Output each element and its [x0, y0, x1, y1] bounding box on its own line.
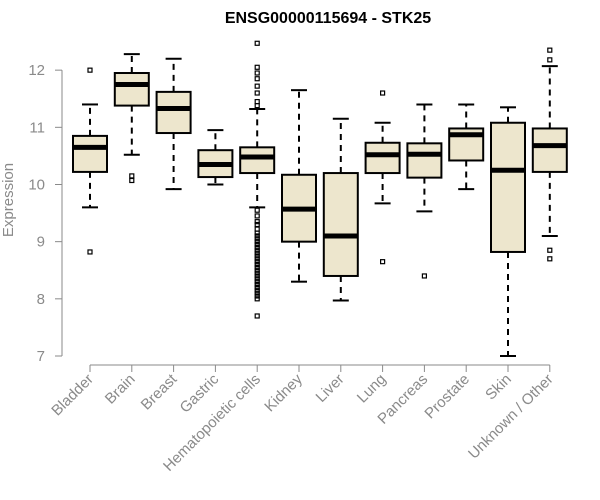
plot-area [72, 40, 568, 357]
outlier-point [254, 290, 260, 296]
outlier-point [254, 256, 260, 262]
outlier-point [254, 219, 260, 225]
outlier-point [254, 40, 260, 46]
outlier-point [254, 64, 260, 70]
outlier-point [421, 273, 427, 279]
outlier-point [254, 76, 260, 82]
x-tick-label: Breast [138, 370, 181, 413]
x-tick-label: Kidney [261, 370, 306, 415]
box-brain [113, 53, 150, 184]
x-tick-label: Prostate [421, 371, 473, 423]
y-tick-label: 11 [29, 119, 45, 136]
iqr-box [531, 127, 568, 173]
iqr-box [322, 172, 359, 277]
x-tick-label: Liver [313, 371, 348, 406]
outlier-point [254, 239, 260, 245]
y-tick-label: 9 [37, 234, 45, 251]
outlier-point [254, 284, 260, 290]
outlier-point [254, 313, 260, 319]
outlier-point [254, 70, 260, 76]
outlier-point [254, 281, 260, 288]
outlier-point [87, 249, 93, 255]
outlier-point [254, 250, 260, 256]
outlier-point [129, 173, 135, 179]
outlier-point [254, 296, 260, 302]
box-gastric [197, 129, 234, 186]
outlier-point [254, 293, 260, 299]
iqr-box [155, 90, 192, 135]
outlier-point [87, 67, 93, 73]
outlier-point [547, 57, 553, 63]
outlier-point [254, 273, 260, 279]
outlier-point [254, 241, 260, 248]
outlier-point [380, 259, 386, 265]
box-bladder [72, 67, 108, 255]
chart-title: ENSG00000115694 - STK25 [225, 10, 431, 27]
x-tick-label: Bladder [48, 371, 97, 420]
outlier-point [254, 259, 260, 265]
iqr-box [239, 146, 276, 175]
outlier-point [254, 264, 260, 270]
outlier-point [254, 233, 260, 239]
outlier-point [254, 98, 260, 105]
outlier-point [254, 83, 260, 89]
outlier-point [254, 270, 260, 276]
y-axis: 7 8 9 10 11 12 [28, 62, 63, 365]
iqr-box [364, 141, 401, 175]
y-axis-label: Expression [0, 163, 17, 237]
outlier-point [254, 261, 260, 268]
outlier-point [254, 276, 260, 282]
y-tick-label: 10 [28, 176, 45, 193]
outlier-point [254, 102, 260, 109]
outlier-point [254, 247, 260, 253]
iqr-box [406, 142, 443, 179]
box-unknown-other [531, 47, 568, 262]
outlier-point [254, 253, 260, 259]
box-pancreas [406, 103, 443, 279]
outlier-point [254, 287, 260, 293]
outlier-point [254, 207, 260, 213]
outlier-point [254, 267, 260, 273]
y-tick-label: 7 [37, 348, 45, 365]
box-breast [155, 57, 192, 191]
box-lung [364, 90, 401, 265]
outlier-point [380, 90, 386, 96]
outlier-point [129, 177, 135, 184]
x-tick-label: Lung [354, 371, 390, 407]
outlier-point [254, 230, 260, 236]
outlier-point [254, 244, 260, 250]
outlier-point [547, 256, 553, 262]
outlier-point [547, 247, 553, 253]
box-prostate [448, 103, 485, 191]
x-tick-label: Skin [482, 371, 515, 404]
outlier-point [254, 279, 260, 285]
iqr-box [490, 121, 526, 253]
iqr-box [72, 134, 108, 173]
outlier-point [254, 226, 260, 232]
outlier-point [254, 213, 260, 219]
outlier-point [547, 47, 553, 53]
box-liver [322, 117, 359, 302]
x-tick-label: Brain [102, 371, 139, 408]
iqr-box [113, 72, 150, 107]
box-skin [490, 106, 526, 357]
y-tick-label: 12 [28, 62, 45, 79]
y-tick-label: 8 [37, 291, 45, 308]
box-kidney [281, 89, 317, 283]
box-hematopoietic-cells [239, 40, 276, 319]
outlier-point [254, 90, 260, 96]
outlier-point [254, 236, 260, 242]
